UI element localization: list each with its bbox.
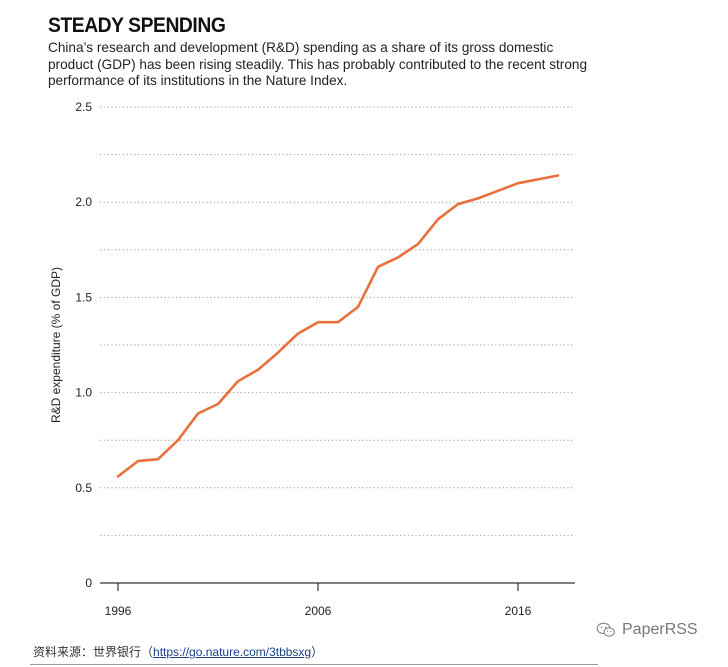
source-prefix: 资料来源：世界银行（ <box>33 645 154 659</box>
grid-lines <box>100 106 575 536</box>
wechat-icon <box>596 622 615 637</box>
y-tick-label: 2.5 <box>75 100 92 114</box>
y-tick-label: 0 <box>85 576 92 590</box>
series-layer <box>116 174 560 478</box>
y-tick-label: 1.5 <box>75 290 92 304</box>
series-line <box>116 174 560 478</box>
source-note: 资料来源：世界银行（https://go.nature.com/3tbbsxg） <box>33 643 323 660</box>
source-suffix: ） <box>311 645 324 659</box>
chart-subtitle: China’s research and development (R&D) s… <box>48 40 588 88</box>
x-tick-label: 1996 <box>105 604 132 618</box>
footer-divider <box>30 664 598 665</box>
line-chart: 0 0.5 1.0 1.5 2.0 2.5 1996 2006 2016 R&D expend… <box>49 100 575 618</box>
x-tick-label: 2006 <box>305 604 332 618</box>
y-tick-label: 0.5 <box>75 481 92 495</box>
y-tick-label: 2.0 <box>75 195 92 209</box>
y-tick-labels: 0 0.5 1.0 1.5 2.0 2.5 <box>75 100 92 590</box>
y-axis-label: R&D expenditure (% of GDP) <box>49 267 63 423</box>
y-tick-label: 1.0 <box>75 386 92 400</box>
x-tick-label: 2016 <box>505 604 532 618</box>
source-link[interactable]: https://go.nature.com/3tbbsxg <box>153 645 312 659</box>
x-axis: 1996 2006 2016 <box>100 582 575 618</box>
watermark: PaperRSS <box>596 621 698 639</box>
watermark-text: PaperRSS <box>622 621 698 638</box>
chart-title: STEADY SPENDING <box>48 14 226 37</box>
